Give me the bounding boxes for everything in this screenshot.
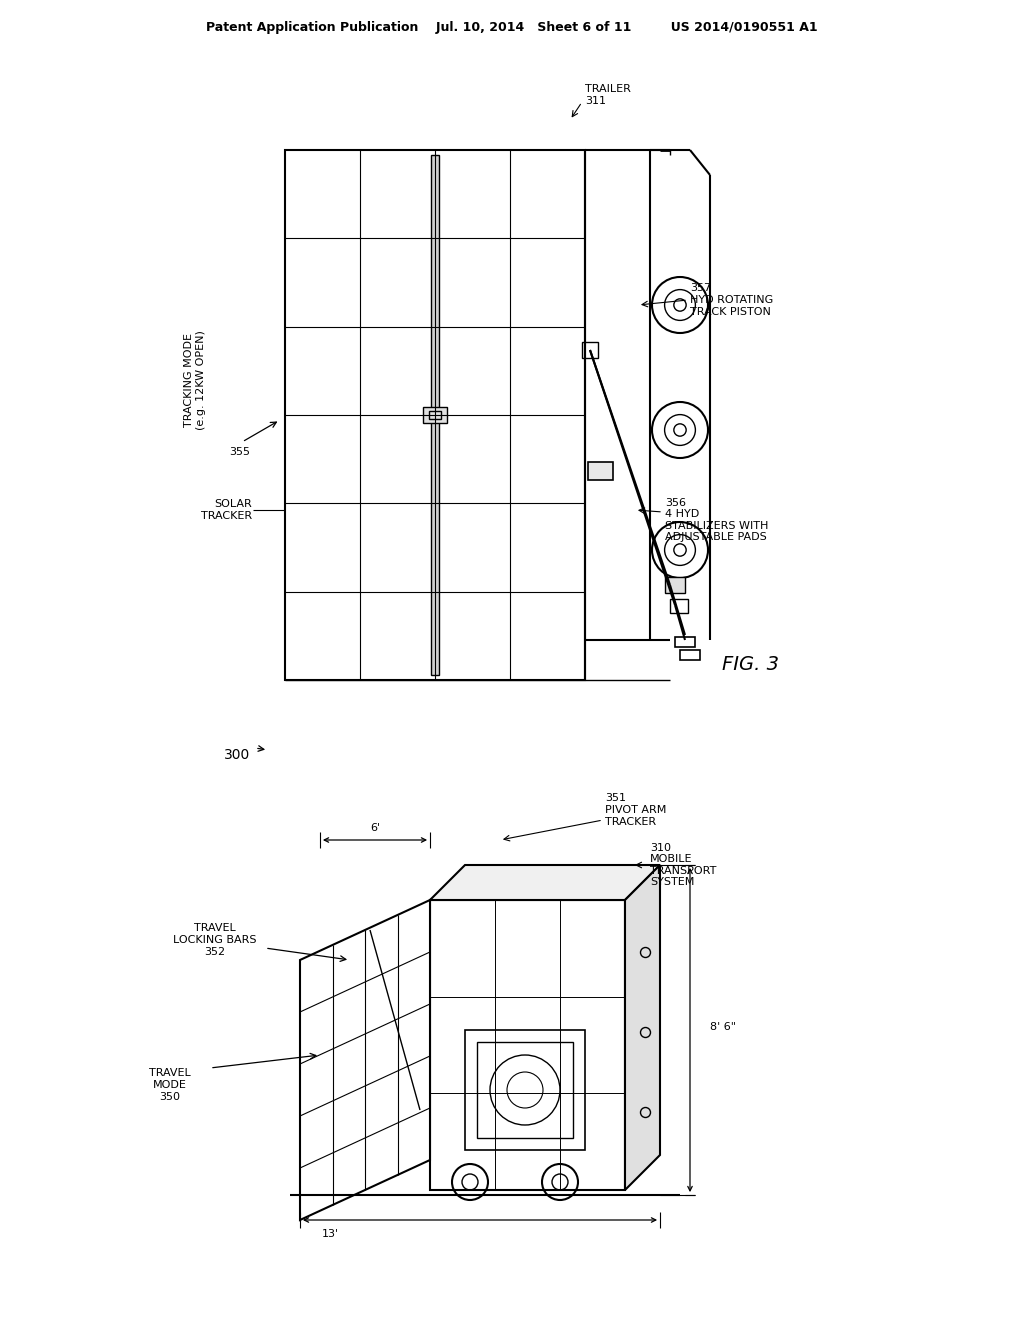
Text: 300: 300	[224, 748, 250, 762]
Bar	[431, 154, 439, 675]
Text: 356
4 HYD
STABILIZERS WITH
ADJUSTABLE PADS: 356 4 HYD STABILIZERS WITH ADJUSTABLE PA…	[665, 498, 768, 543]
Bar	[670, 599, 688, 612]
Text: TRAVEL
MODE
350: TRAVEL MODE 350	[150, 1068, 190, 1102]
Bar	[588, 462, 613, 480]
Bar	[675, 638, 695, 647]
Polygon shape	[430, 865, 660, 900]
Bar	[680, 649, 700, 660]
Bar	[285, 150, 585, 680]
Text: Patent Application Publication    Jul. 10, 2014   Sheet 6 of 11         US 2014/: Patent Application Publication Jul. 10, …	[206, 21, 818, 33]
Polygon shape	[300, 900, 430, 1220]
Text: 13': 13'	[322, 1229, 339, 1239]
Text: SOLAR
TRACKER: SOLAR TRACKER	[201, 499, 252, 521]
Text: TRAVEL
LOCKING BARS
352: TRAVEL LOCKING BARS 352	[173, 924, 257, 957]
Text: 355: 355	[229, 447, 251, 457]
Bar	[665, 577, 685, 593]
Text: TRAILER
311: TRAILER 311	[585, 84, 631, 106]
Bar	[423, 407, 447, 422]
Text: 6': 6'	[370, 822, 380, 833]
Bar	[582, 342, 598, 358]
Polygon shape	[625, 865, 660, 1191]
Text: 8' 6": 8' 6"	[710, 1023, 736, 1032]
Text: 351
PIVOT ARM
TRACKER: 351 PIVOT ARM TRACKER	[605, 793, 667, 826]
Text: 357
HYD ROTATING
TRACK PISTON: 357 HYD ROTATING TRACK PISTON	[690, 284, 773, 317]
Bar	[430, 900, 625, 1191]
Bar	[465, 1030, 585, 1150]
Text: 310
MOBILE
TRANSPORT
SYSTEM: 310 MOBILE TRANSPORT SYSTEM	[650, 842, 717, 887]
Bar	[429, 411, 441, 418]
Bar	[477, 1041, 573, 1138]
Text: TRACKING MODE
(e.g. 12KW OPEN): TRACKING MODE (e.g. 12KW OPEN)	[184, 330, 206, 430]
Text: FIG. 3: FIG. 3	[722, 656, 778, 675]
